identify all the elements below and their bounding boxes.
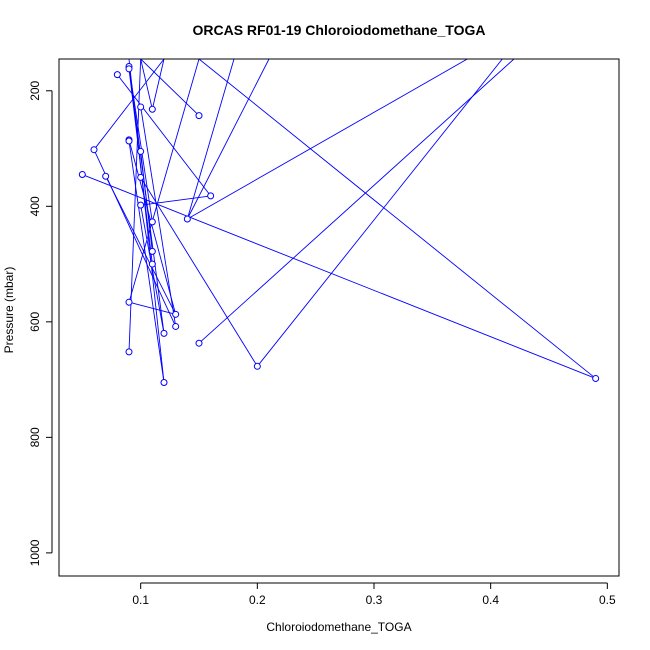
series-0-line-23 [256,59,503,367]
series-0-line-16 [140,195,211,206]
series-0-point-17 [148,247,156,255]
series-0-line-10 [128,139,177,315]
y-tick-label-0: 200 [28,80,42,100]
series-0-point-26 [592,374,600,382]
series-0-point-2 [113,71,121,79]
series-0-line-11 [128,140,165,383]
series-0-point-20 [172,310,180,318]
series-0-line-6 [116,74,212,197]
series-0-point-23 [195,339,203,347]
series-0-point-8 [90,146,98,154]
x-tick-label-1: 0.2 [249,593,266,607]
y-axis: 200 400 600 800 1000 [28,80,53,566]
series-0-line-27 [151,59,165,110]
series-0-point-15 [183,215,191,223]
x-axis-label: Chloroiodomethane_TOGA [266,620,411,634]
series-0-line-19 [128,66,153,222]
series-0-line-17 [187,59,468,220]
series-0-line-9 [140,106,177,327]
y-tick-label-4: 1000 [28,539,42,566]
series-0-line-22 [198,59,515,344]
series-0-point-21 [172,322,180,330]
series-0-point-18 [148,260,156,268]
series-0-line-21 [140,205,165,334]
series-0-point-7 [125,137,133,145]
series-0-point-22 [160,329,168,337]
series-0-point-3 [137,103,145,111]
series-0-point-24 [125,348,133,356]
y-tick-label-2: 600 [28,312,42,332]
series-0-point-12 [137,173,145,181]
series-0-line-5 [128,68,153,265]
series-0-line-13 [82,174,596,379]
series-0-line-12 [140,151,153,252]
series-0-point-4 [148,105,156,113]
series-0-line-2 [93,59,165,150]
series-points [78,63,600,386]
series-0-line-26 [186,59,270,220]
series-0-point-14 [137,201,145,209]
series-0-point-16 [148,218,156,226]
series-0-line-18 [186,59,235,220]
series-0-line-15 [140,177,258,367]
series-0-line-7 [140,59,200,116]
series-0-line-24 [198,59,596,379]
chart-title: ORCAS RF01-19 Chloroiodomethane_TOGA [192,22,485,38]
x-tick-label-3: 0.4 [482,593,499,607]
x-axis: 0.1 0.2 0.3 0.4 0.5 [132,582,616,607]
series-0-point-10 [78,171,86,179]
series-0-line-3 [128,59,200,303]
series-0-point-1 [125,65,133,73]
series-0-point-9 [137,147,145,155]
y-axis-label: Pressure (mbar) [2,267,16,354]
series-lines [82,59,596,383]
y-tick-label-1: 400 [28,196,42,216]
series-0-point-11 [102,172,110,180]
x-tick-label-2: 0.3 [366,593,383,607]
x-tick-label-4: 0.5 [599,593,616,607]
plot-frame [58,58,620,577]
x-tick-label-0: 0.1 [132,593,149,607]
series-0-line-8 [140,59,153,110]
plot-clip-group [78,59,600,386]
series-0-line-20 [128,301,176,315]
series-0-point-13 [207,192,215,200]
series-0-point-27 [160,378,168,386]
series-0-point-5 [195,112,203,120]
series-0-point-25 [253,362,261,370]
series-0-point-19 [125,298,133,306]
y-tick-label-3: 800 [28,427,42,447]
